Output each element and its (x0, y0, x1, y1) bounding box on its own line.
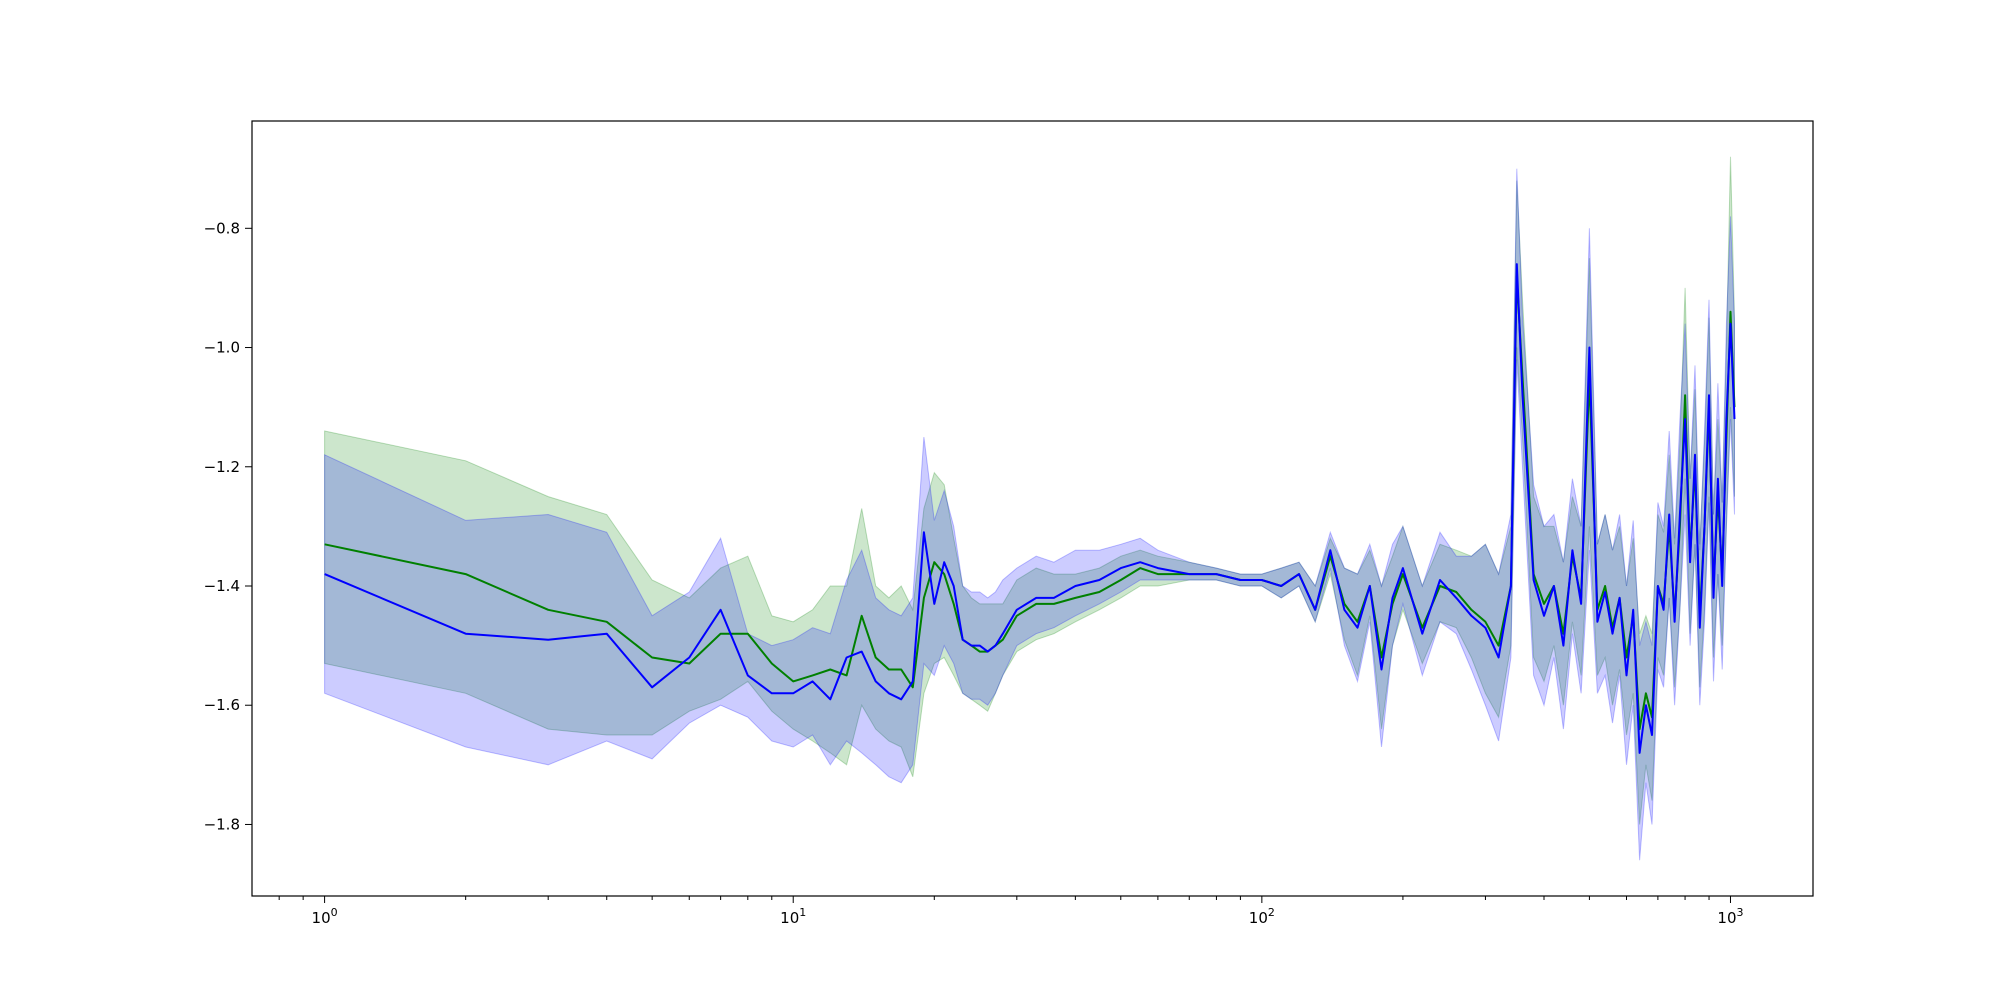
x-tick-label: 101 (780, 906, 806, 927)
series-lines (324, 263, 1736, 754)
x-tick-label: 102 (1249, 906, 1275, 927)
series-2-band (324, 168, 1735, 861)
y-tick-label: −1.0 (204, 339, 240, 357)
y-tick-label: −1.2 (204, 458, 240, 476)
series-2-line (324, 263, 1736, 754)
x-axis: 100 101 102 103 (278, 896, 1744, 927)
x-tick-label: 103 (1717, 906, 1743, 927)
y-tick-label: −1.6 (204, 696, 240, 714)
plot-frame (251, 120, 1814, 897)
y-tick-label: −1.4 (204, 577, 240, 595)
y-tick-label: −1.8 (204, 815, 240, 833)
y-tick-label: −0.8 (204, 219, 240, 237)
x-tick-label: 100 (312, 906, 338, 927)
y-axis: −0.8 −1.0 −1.2 −1.4 −1.6 −1.8 (204, 219, 252, 833)
